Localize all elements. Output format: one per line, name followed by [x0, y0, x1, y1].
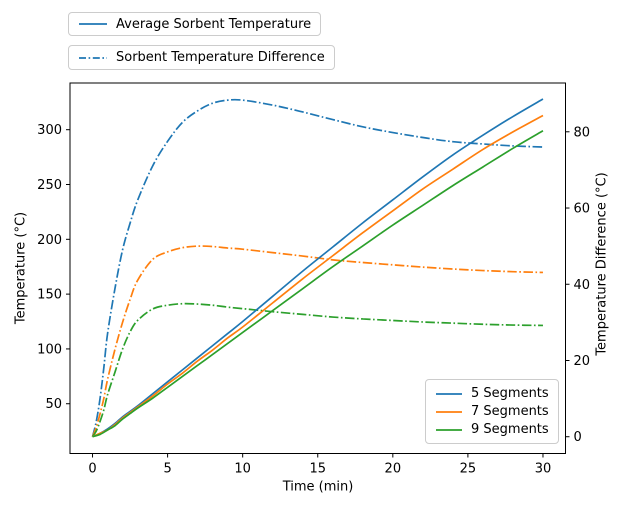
y-left-tick-label: 150 [37, 288, 62, 303]
right-y-axis-label: Temperature Difference (°C) [594, 172, 610, 356]
legend-average-sorbent-temperature: Average Sorbent Temperature [68, 12, 322, 36]
x-tick-label: 30 [535, 462, 552, 477]
orange-line-sample-icon [436, 410, 462, 413]
legend-item-9-segments: 9 Segments [435, 422, 549, 437]
series-average-sorbent-temperature-9-segments [92, 130, 544, 438]
x-tick-label: 10 [234, 462, 251, 477]
x-tick-label: 25 [460, 462, 477, 477]
left-y-axis-label: Temperature (°C) [13, 211, 29, 325]
legend-item-7-segments: 7 Segments [435, 404, 549, 419]
y-right-tick-label: 0 [574, 430, 582, 445]
legend-label-5-segments: 5 Segments [471, 386, 549, 401]
series-sorbent-temperature-difference-5-segments [91, 98, 544, 437]
y-left-tick-label: 200 [37, 233, 62, 248]
legend-label-sorbent-temperature-difference: Sorbent Temperature Difference [116, 50, 325, 65]
y-left-tick-label: 250 [37, 178, 62, 193]
y-right-tick-label: 80 [574, 125, 591, 140]
blue-line-sample-icon [436, 392, 462, 395]
x-tick-label: 20 [385, 462, 402, 477]
y-left-tick-label: 300 [37, 123, 62, 138]
y-right-tick-label: 40 [574, 278, 591, 293]
legend-sorbent-temperature-difference: Sorbent Temperature Difference [68, 45, 335, 70]
legend-label-7-segments: 7 Segments [471, 404, 549, 419]
green-line-sample-icon [436, 428, 462, 431]
legend-segments: 5 Segments 7 Segments 9 Segments [425, 379, 559, 444]
legend-item-5-segments: 5 Segments [435, 386, 549, 401]
legend-label-average-sorbent-temperature: Average Sorbent Temperature [116, 16, 312, 32]
x-tick-label: 0 [88, 462, 96, 477]
solid-line-sample-icon [79, 23, 107, 25]
series-sorbent-temperature-difference-7-segments [91, 245, 543, 438]
x-axis-label: Time (min) [282, 479, 354, 495]
y-right-tick-label: 60 [574, 202, 591, 217]
dashdot-line-sample-icon [79, 56, 107, 59]
x-tick-label: 15 [309, 462, 326, 477]
y-right-tick-label: 20 [574, 354, 591, 369]
y-left-tick-label: 50 [45, 397, 62, 412]
series-sorbent-temperature-difference-9-segments [91, 302, 543, 438]
y-left-tick-label: 100 [37, 342, 62, 357]
x-tick-label: 5 [163, 462, 171, 477]
legend-label-9-segments: 9 Segments [471, 422, 549, 437]
